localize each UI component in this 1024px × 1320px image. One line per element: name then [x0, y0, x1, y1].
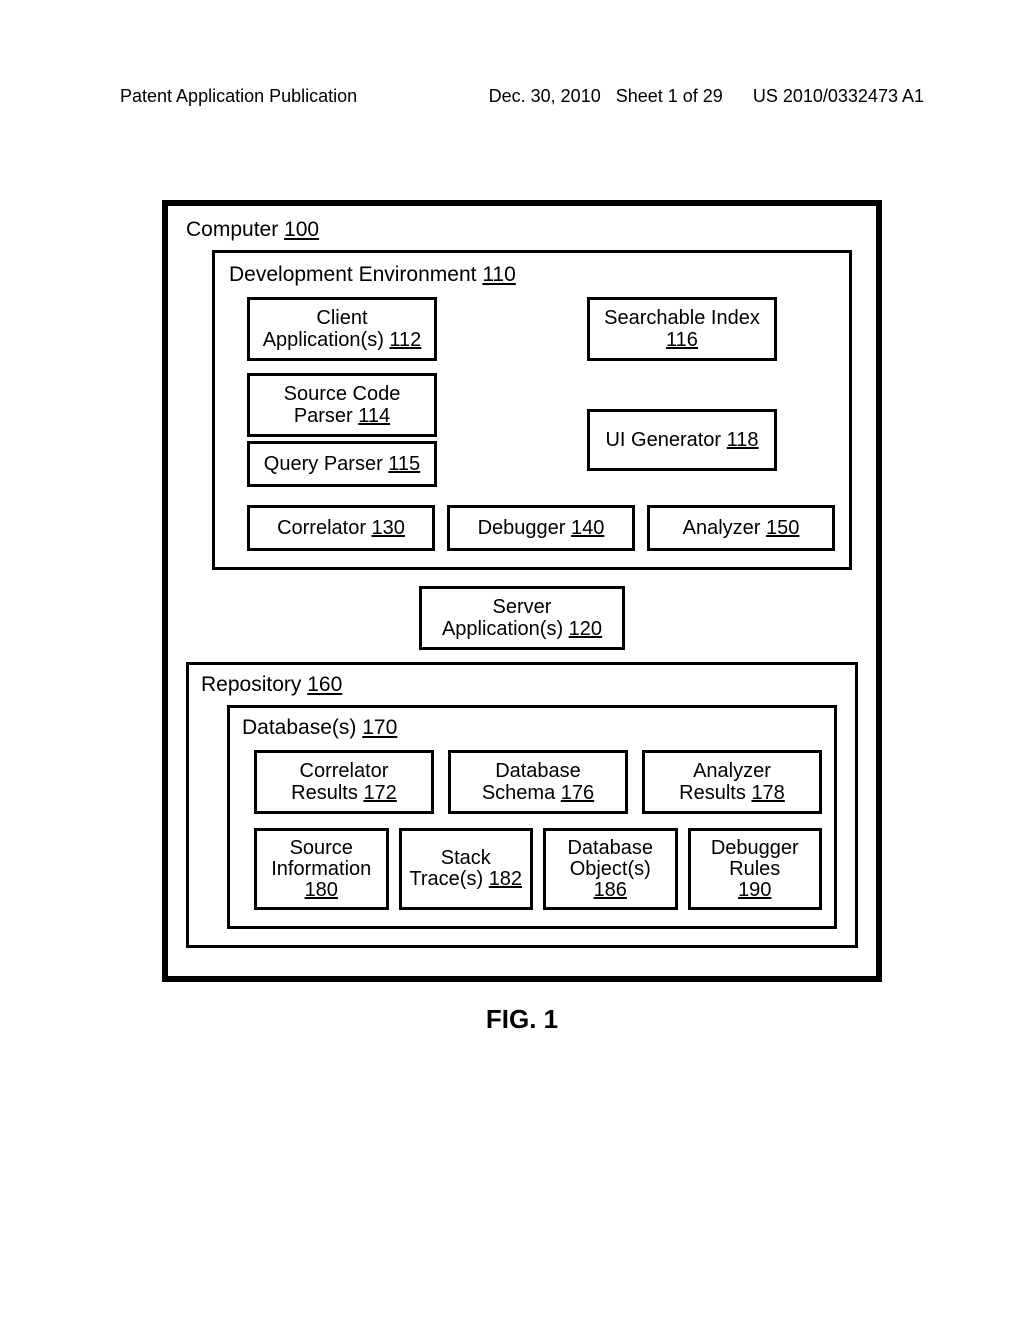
ui-generator-box: UI Generator 118 [587, 409, 777, 471]
database-title: Database(s) 170 [242, 716, 822, 740]
debugger-box: Debugger 140 [447, 505, 635, 551]
analyzer-box: Analyzer 150 [647, 505, 835, 551]
repository-title: Repository 160 [201, 673, 843, 697]
database-box: Database(s) 170 Correlator Results 172 D… [227, 705, 837, 929]
computer-box: Computer 100 Development Environment 110… [162, 200, 882, 982]
computer-title: Computer 100 [186, 218, 858, 242]
query-parser-box: Query Parser 115 [247, 441, 437, 487]
source-info-box: Source Information 180 [254, 828, 389, 910]
searchable-index-box: Searchable Index 116 [587, 297, 777, 361]
dev-env-title: Development Environment 110 [229, 263, 835, 287]
header-right: Dec. 30, 2010 Sheet 1 of 29 US 2010/0332… [489, 86, 924, 107]
db-row-1: Correlator Results 172 Database Schema 1… [254, 750, 822, 814]
repository-box: Repository 160 Database(s) 170 Correlato… [186, 662, 858, 948]
tool-row: Correlator 130 Debugger 140 Analyzer 150 [247, 505, 835, 551]
db-schema-box: Database Schema 176 [448, 750, 628, 814]
client-app-box: Client Application(s) 112 [247, 297, 437, 361]
correlator-box: Correlator 130 [247, 505, 435, 551]
server-app-box: Server Application(s) 120 [419, 586, 625, 650]
header-pub-label: Patent Application Publication [120, 86, 357, 107]
header-pubno: US 2010/0332473 A1 [753, 86, 924, 106]
dev-env-box: Development Environment 110 Client Appli… [212, 250, 852, 570]
correlator-results-box: Correlator Results 172 [254, 750, 434, 814]
debugger-rules-box: Debugger Rules 190 [688, 828, 823, 910]
dev-env-right-col: Searchable Index 116 UI Generator 118 [587, 297, 777, 487]
analyzer-results-box: Analyzer Results 178 [642, 750, 822, 814]
header-date: Dec. 30, 2010 [489, 86, 601, 106]
dev-env-left-col: Client Application(s) 112 Source Code Pa… [247, 297, 437, 487]
source-parser-box: Source Code Parser 114 [247, 373, 437, 437]
db-row-2: Source Information 180 Stack Trace(s) 18… [254, 828, 822, 910]
page-header: Patent Application Publication Dec. 30, … [120, 86, 924, 107]
header-sheet: Sheet 1 of 29 [616, 86, 723, 106]
figure-1: Computer 100 Development Environment 110… [120, 200, 924, 1035]
figure-caption: FIG. 1 [486, 1004, 558, 1035]
db-objects-box: Database Object(s) 186 [543, 828, 678, 910]
stack-trace-box: Stack Trace(s) 182 [399, 828, 534, 910]
